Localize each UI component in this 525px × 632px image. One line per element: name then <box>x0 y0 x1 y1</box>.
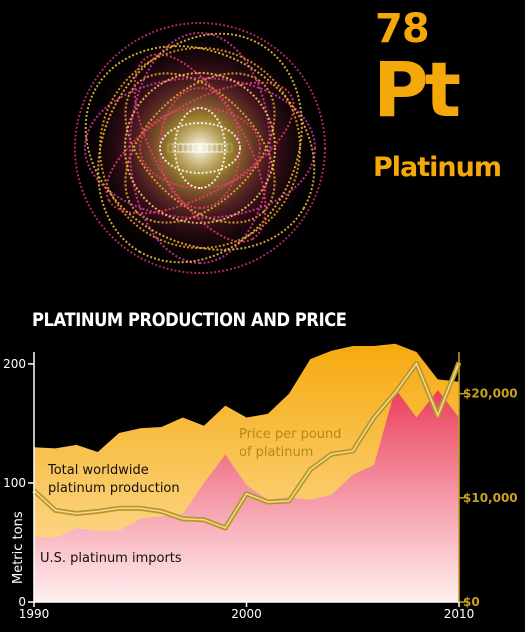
left-tick-label: 0 <box>18 595 26 609</box>
left-tick-label: 200 <box>3 357 26 371</box>
production-label-line1: Total worldwide <box>47 463 149 478</box>
atomic-number: 78 <box>375 6 430 52</box>
price-label-line1: Price per pound <box>239 427 342 442</box>
orbital-ring <box>105 81 295 215</box>
orbital-ring <box>129 32 271 264</box>
orbital-ring <box>139 107 261 189</box>
x-tick-label: 1990 <box>19 607 50 621</box>
orbital-core <box>177 143 223 153</box>
orbital-ring <box>99 47 301 249</box>
production-label-line2: platinum production <box>48 481 180 496</box>
orbital-core <box>172 143 228 153</box>
x-tick-label: 2010 <box>444 607 475 621</box>
left-tick-label: 100 <box>3 476 26 490</box>
price-line-highlight <box>33 361 460 529</box>
orbital-ring <box>124 72 276 224</box>
atom-orbital-art <box>74 22 326 274</box>
orbital-ring <box>124 72 276 224</box>
orbital-ring <box>124 72 276 224</box>
orbital-ring <box>133 53 267 243</box>
orbital-ring <box>159 122 241 174</box>
x-tick-label: 2000 <box>231 607 262 621</box>
orbital-core <box>167 143 233 153</box>
orbital-ring <box>84 77 316 219</box>
price-label-line2: of platinum <box>239 445 313 460</box>
element-name: Platinum <box>373 152 502 183</box>
orbital-ring <box>74 22 326 274</box>
y-axis-label: Metric tons <box>11 511 26 584</box>
right-tick-label: $0 <box>463 595 480 609</box>
orbital-ring <box>97 32 303 264</box>
right-tick-label: $10,000 <box>463 491 518 505</box>
orbital-ring <box>174 107 226 189</box>
chart-title: PLATINUM PRODUCTION AND PRICE <box>32 309 347 331</box>
right-tick-label: $20,000 <box>463 387 518 401</box>
orbital-ring <box>84 45 316 251</box>
element-header: 78 Pt Platinum <box>0 0 525 300</box>
imports-label: U.S. platinum imports <box>40 551 182 566</box>
element-symbol: Pt <box>373 45 461 134</box>
